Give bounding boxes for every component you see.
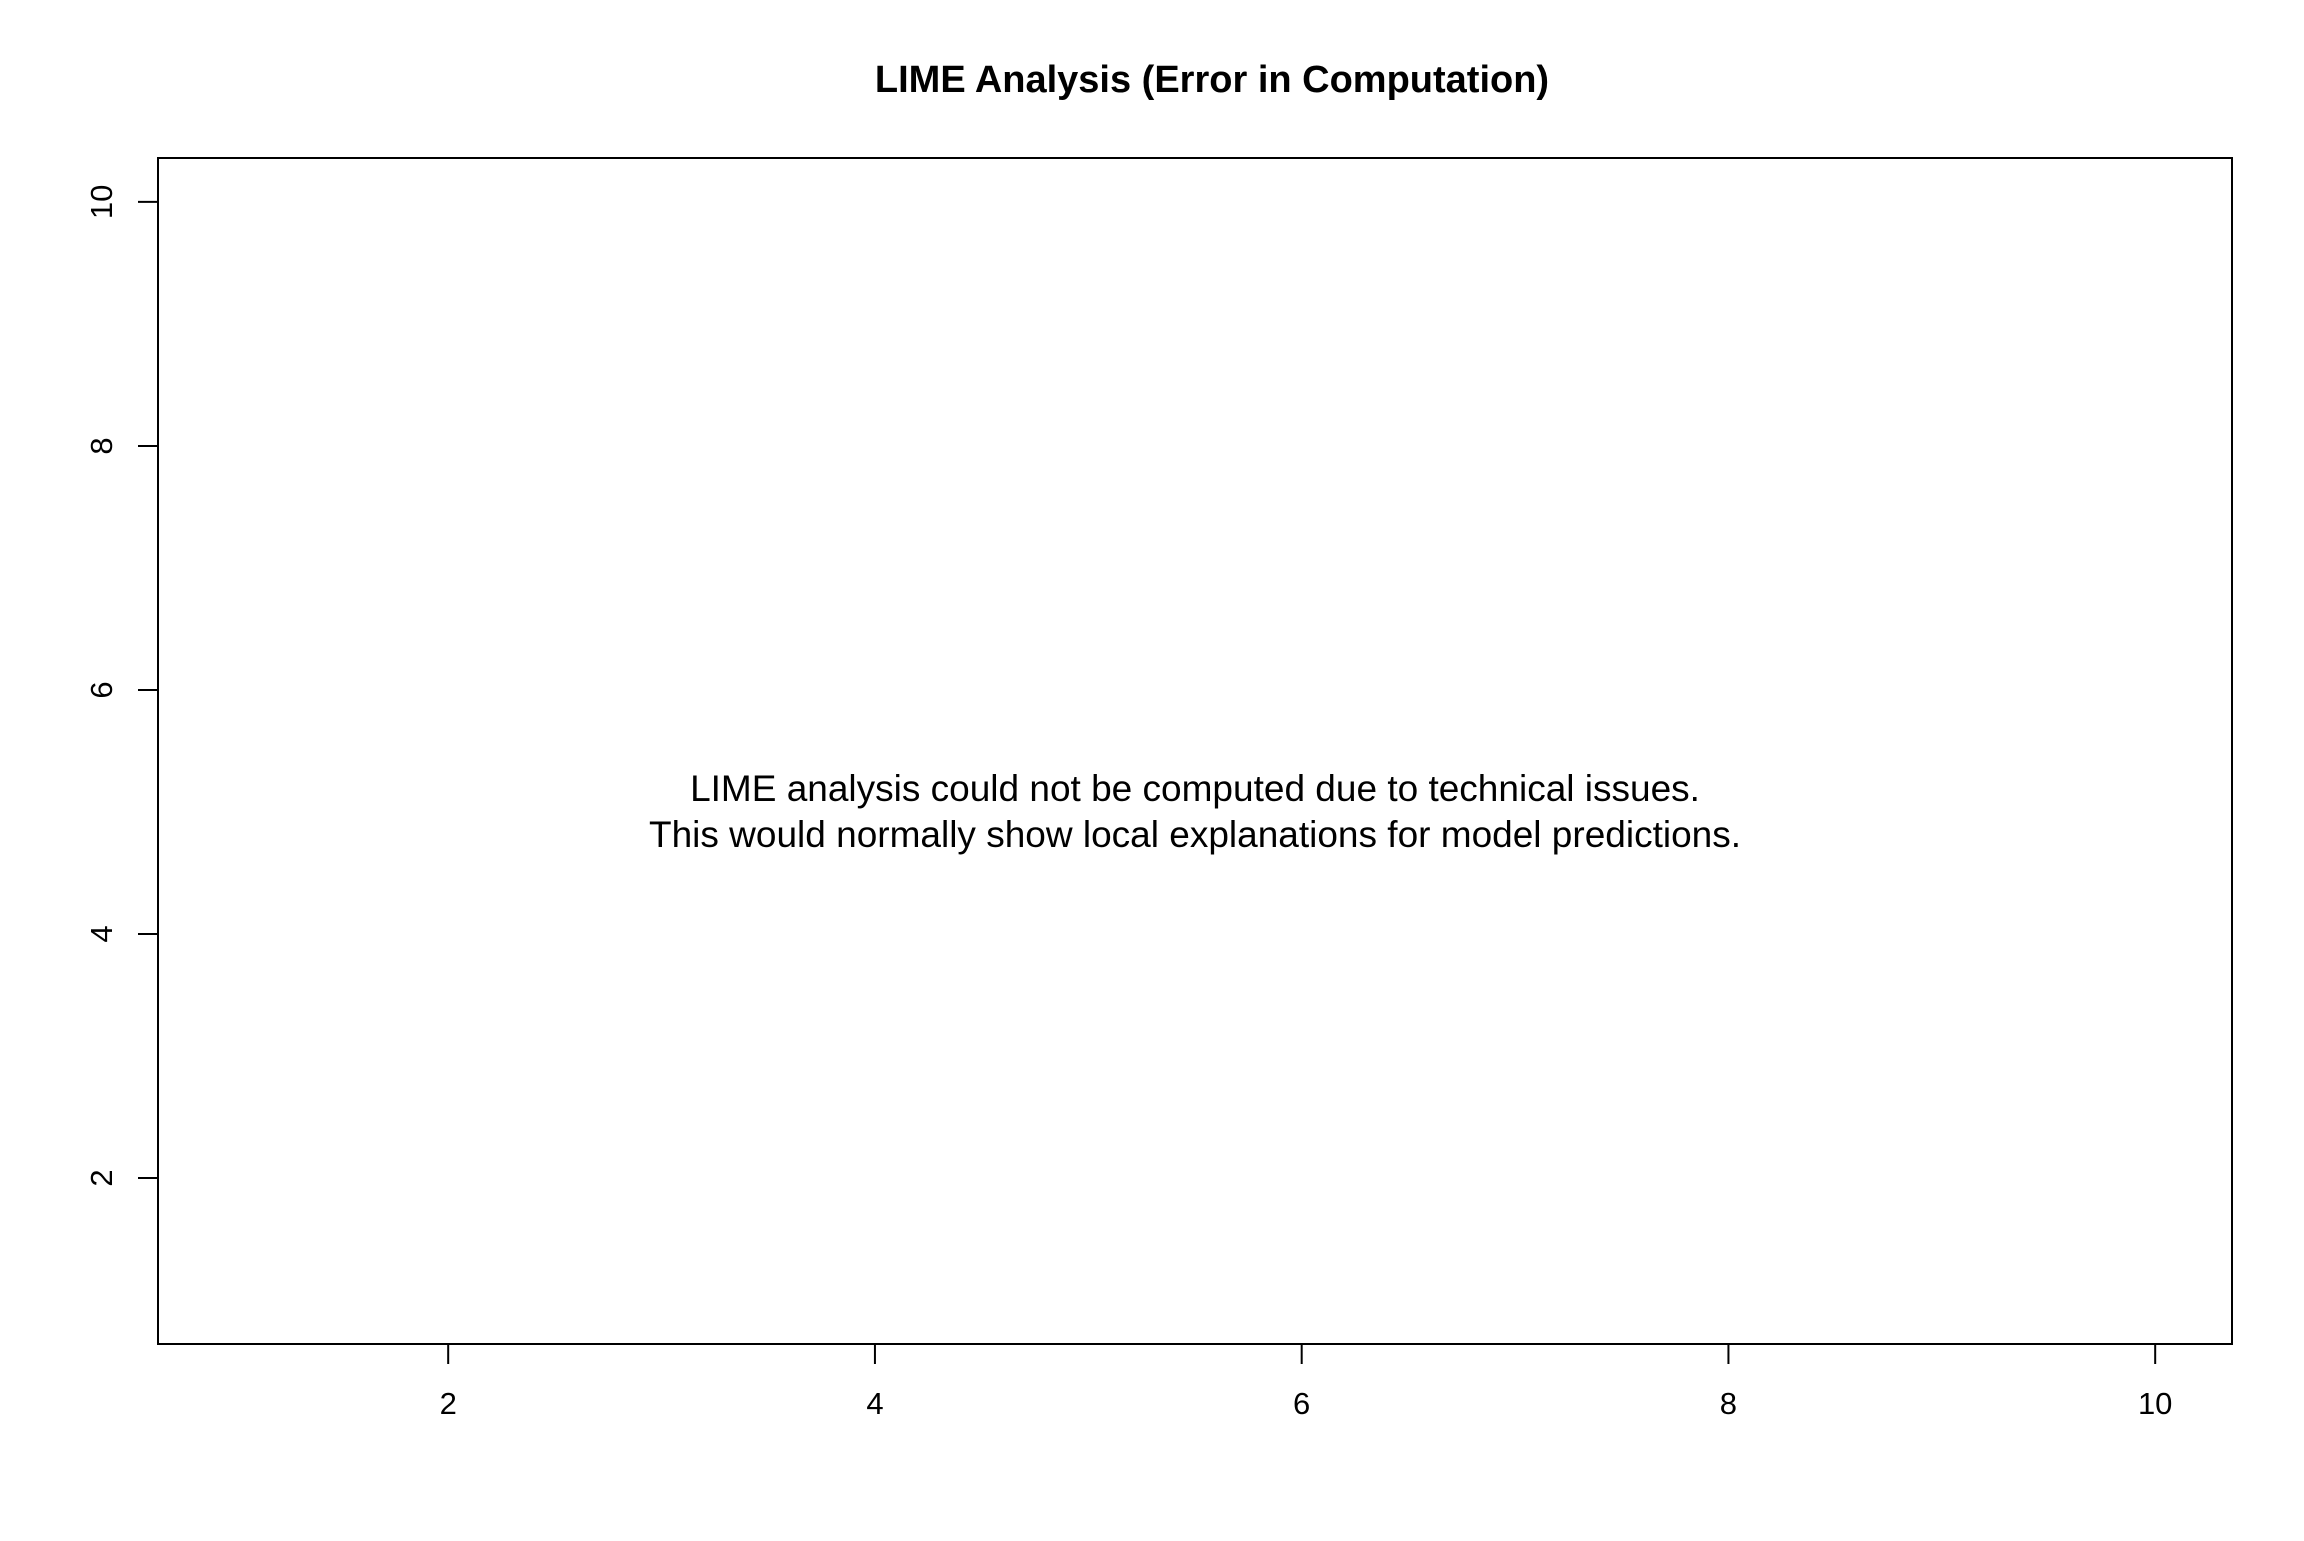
y-tick-label: 8	[84, 437, 119, 454]
y-axis: 2 4 6 8 10	[84, 185, 159, 1187]
x-axis: 2 4 6 8 10	[440, 1343, 2172, 1421]
x-tick-label: 4	[866, 1386, 883, 1421]
chart-title: LIME Analysis (Error in Computation)	[875, 59, 1549, 101]
y-tick-label: 2	[84, 1169, 119, 1186]
y-tick-label: 4	[84, 925, 119, 942]
x-tick-label: 2	[440, 1386, 457, 1421]
annotation-message: LIME analysis could not be computed due …	[649, 768, 1741, 855]
y-tick-label: 10	[84, 185, 119, 219]
annotation-line: LIME analysis could not be computed due …	[690, 768, 1700, 809]
x-tick-label: 6	[1293, 1386, 1310, 1421]
x-tick-label: 8	[1720, 1386, 1737, 1421]
x-tick-label: 10	[2138, 1386, 2172, 1421]
annotation-line: This would normally show local explanati…	[649, 814, 1741, 855]
plot-frame	[157, 157, 2233, 1345]
y-tick-label: 6	[84, 681, 119, 698]
